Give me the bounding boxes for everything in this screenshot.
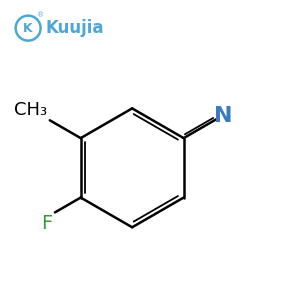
Text: CH₃: CH₃ — [14, 101, 47, 119]
Text: K: K — [23, 22, 33, 34]
Text: N: N — [214, 106, 232, 125]
Text: Kuujia: Kuujia — [45, 19, 104, 37]
Text: F: F — [41, 214, 52, 233]
Text: ®: ® — [37, 13, 44, 19]
